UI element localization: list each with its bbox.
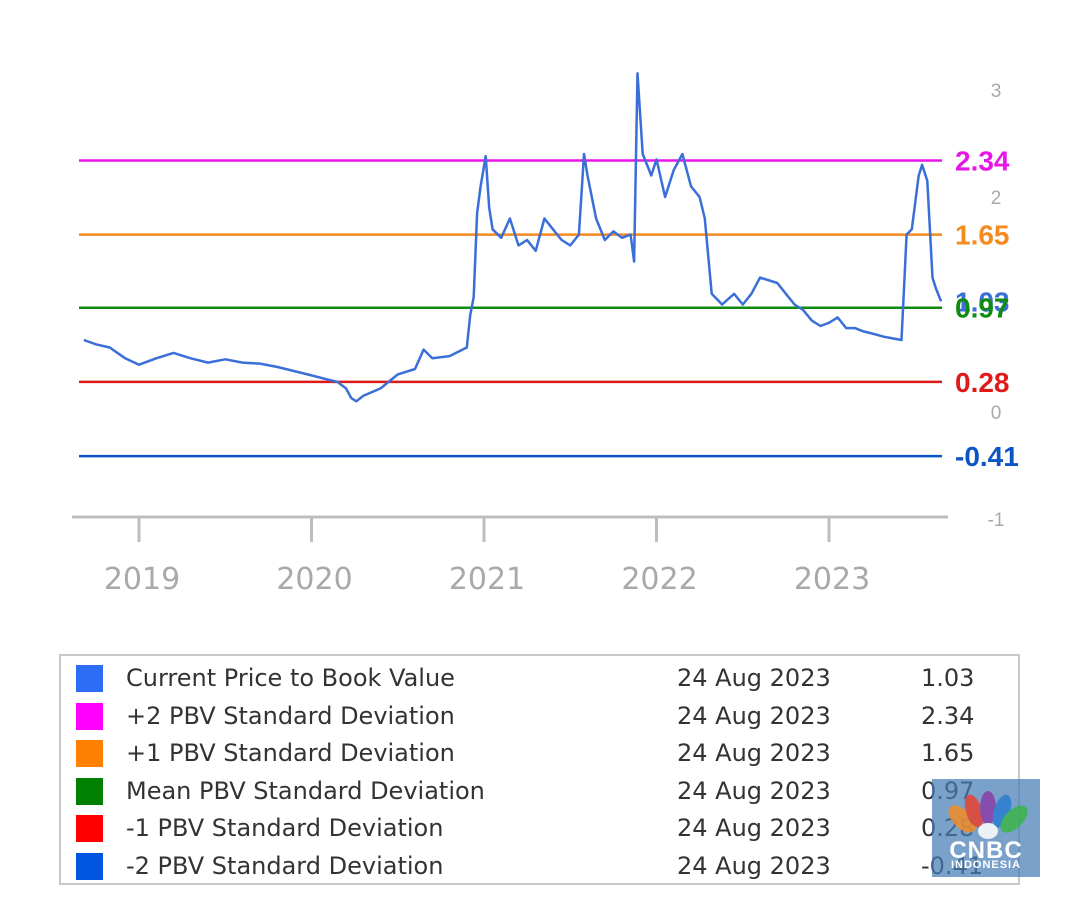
peacock-logo-icon — [948, 791, 1028, 839]
y-tick-label: 0 — [991, 403, 1002, 424]
legend-date: 24 Aug 2023 — [677, 701, 831, 730]
legend-name: Current Price to Book Value — [126, 664, 455, 692]
band-label-2: 0.97 — [955, 293, 1010, 324]
legend-swatch — [76, 777, 103, 805]
legend-name: -1 PBV Standard Deviation — [126, 814, 444, 842]
logo-brand-text: CNBC — [949, 837, 1023, 864]
band-labels: 1.03 2.34 1.65 0.97 0.28 -0.41 — [955, 145, 1019, 472]
legend-swatch — [76, 665, 103, 692]
band-lines — [79, 159, 942, 458]
legend-row: +1 PBV Standard Deviation 24 Aug 2023 1.65 — [61, 735, 1018, 772]
band-label-0: 2.34 — [955, 145, 1010, 176]
legend-name: -2 PBV Standard Deviation — [126, 851, 444, 880]
legend-value: 1.03 — [921, 664, 975, 692]
x-axis: 2019 2020 2021 2022 2023 — [72, 515, 948, 597]
y-tick-label: 3 — [991, 81, 1002, 102]
cnbc-watermark: CNBC INDONESIA — [932, 779, 1040, 877]
current-value-label: 1.03 — [955, 286, 1010, 317]
legend-value: 1.65 — [921, 739, 975, 767]
legend-swatch — [76, 815, 103, 842]
legend-date: 24 Aug 2023 — [677, 776, 831, 805]
legend-date: 24 Aug 2023 — [677, 664, 831, 692]
legend-date: 24 Aug 2023 — [677, 739, 831, 767]
legend-row: +2 PBV Standard Deviation 24 Aug 2023 2.34 — [61, 698, 1018, 735]
y-axis-ticks: 3 2 0 -1 — [988, 81, 1005, 531]
pbv-chart: 2019 2020 2021 2022 2023 3 2 0 -1 1.03 2.34 1.65 0… — [72, 72, 1019, 597]
legend-date: 24 Aug 2023 — [677, 814, 831, 842]
legend-table: Current Price to Book Value 24 Aug 2023 1.… — [59, 654, 1020, 885]
band-label-4: -0.41 — [955, 441, 1019, 472]
legend-name: +1 PBV Standard Deviation — [126, 739, 455, 767]
legend-row: Current Price to Book Value 24 Aug 2023 1.… — [61, 660, 1018, 697]
legend-date: 24 Aug 2023 — [677, 851, 831, 880]
legend-swatch — [76, 852, 103, 880]
x-tick-label: 2022 — [621, 562, 697, 597]
pbv-series-line — [83, 72, 943, 403]
legend-name: +2 PBV Standard Deviation — [126, 701, 455, 730]
x-tick-label: 2023 — [794, 562, 870, 597]
legend-swatch — [76, 740, 103, 767]
logo-sub-text: INDONESIA — [950, 859, 1022, 871]
band-label-1: 1.65 — [955, 220, 1010, 251]
y-tick-label: -1 — [988, 510, 1005, 531]
legend-value: 2.34 — [921, 701, 975, 730]
x-tick-label: 2021 — [449, 562, 525, 597]
legend-swatch — [76, 702, 103, 730]
band-label-3: 0.28 — [955, 367, 1010, 398]
x-tick-label: 2020 — [276, 562, 352, 597]
y-tick-label: 2 — [991, 188, 1002, 209]
x-tick-label: 2019 — [104, 562, 180, 597]
series-layer — [83, 72, 943, 403]
legend-name: Mean PBV Standard Deviation — [126, 776, 485, 805]
